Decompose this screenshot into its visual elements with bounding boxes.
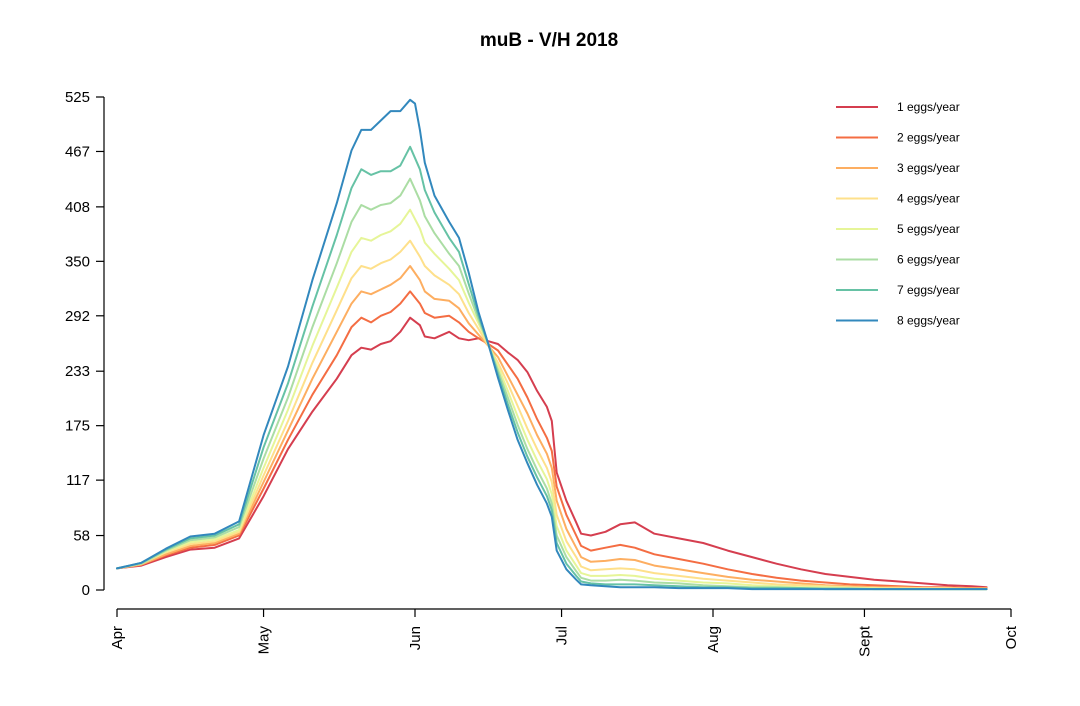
series-line-6 (116, 177, 988, 591)
y-tick-label: 175 (65, 418, 90, 435)
x-tick-label: Jul (554, 626, 571, 645)
series-line-2 (116, 290, 988, 590)
y-tick-label: 467 (65, 143, 90, 160)
series-line-4 (116, 239, 988, 591)
x-tick-label: Apr (109, 626, 126, 649)
legend-label: 6 eggs/year (897, 253, 960, 267)
x-axis-ticks: Apr May Jun Jul Aug Sept Oct (109, 609, 1020, 657)
series-line-1 (116, 316, 988, 589)
x-tick-label: Jun (407, 626, 424, 650)
legend-label: 3 eggs/year (897, 161, 960, 175)
legend-label: 7 eggs/year (897, 283, 960, 297)
y-tick-label: 0 (82, 582, 90, 599)
y-tick-label: 233 (65, 363, 90, 380)
x-tick-label: Aug (705, 626, 722, 653)
legend: 1 eggs/year 2 eggs/year 3 eggs/year 4 eggs/… (836, 100, 960, 328)
legend-label: 8 eggs/year (897, 314, 960, 328)
series-line-8 (116, 98, 988, 591)
y-tick-label: 350 (65, 253, 90, 270)
x-tick-label: Sept (856, 625, 873, 657)
series-lines (116, 98, 988, 591)
y-tick-label: 292 (65, 308, 90, 325)
y-tick-label: 117 (66, 472, 90, 489)
chart-title: muB - V/H 2018 (480, 30, 618, 51)
x-tick-label: May (256, 626, 273, 655)
x-tick-label: Oct (1003, 625, 1020, 649)
legend-label: 4 eggs/year (897, 192, 960, 206)
legend-label: 1 eggs/year (897, 100, 960, 114)
series-line-3 (116, 265, 988, 590)
legend-label: 2 eggs/year (897, 131, 960, 145)
y-axis-ticks: 0 58 117 175 233 292 350 408 467 525 (65, 89, 104, 599)
legend-label: 5 eggs/year (897, 222, 960, 236)
y-tick-label: 58 (73, 528, 90, 545)
series-line-5 (116, 208, 988, 591)
y-tick-label: 525 (65, 89, 90, 106)
y-tick-label: 408 (65, 199, 90, 216)
